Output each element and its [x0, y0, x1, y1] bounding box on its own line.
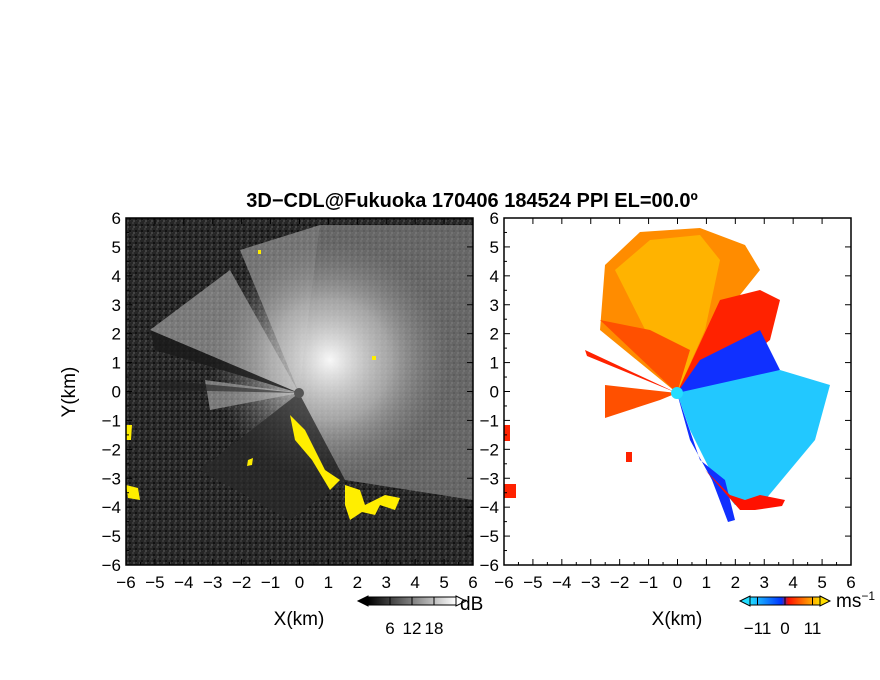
colorbar-tick-label: 12	[403, 619, 422, 638]
y-tick-label: 2	[112, 325, 121, 344]
y-tick-label: −5	[102, 527, 121, 546]
figure-title: 3D−CDL@Fukuoka 170406 184524 PPI EL=00.0…	[246, 190, 698, 212]
y-tick-label: 3	[112, 296, 121, 315]
x-tick-label: 1	[702, 573, 711, 592]
y-tick-label: 2	[490, 325, 499, 344]
reflectivity-colorbar-unit: dB	[460, 594, 483, 615]
y-tick-label: −6	[102, 556, 121, 575]
x-tick-label: −3	[581, 573, 600, 592]
y-tick-label: −4	[102, 498, 121, 517]
y-tick-label: 6	[112, 209, 121, 228]
x-tick-label: 4	[410, 573, 419, 592]
x-tick-label: 2	[353, 573, 362, 592]
y-tick-label: −2	[102, 440, 121, 459]
y-tick-label: −5	[480, 527, 499, 546]
y-tick-label: 1	[112, 354, 121, 373]
y-tick-label: 4	[112, 267, 121, 286]
x-tick-label: −6	[116, 573, 135, 592]
x-tick-label: −2	[610, 573, 629, 592]
velocity-colorbar: ms−1 −11 0 11	[738, 589, 875, 638]
velocity-echo	[504, 228, 830, 522]
x-tick-label: 3	[760, 573, 769, 592]
y-tick-label: −3	[480, 469, 499, 488]
colorbar-tick-label: 11	[804, 619, 822, 638]
x-tick-label: 0	[673, 573, 682, 592]
y-tick-label: 6	[490, 209, 499, 228]
x-tick-label: 5	[817, 573, 826, 592]
y-tick-label: −6	[480, 556, 499, 575]
y-tick-label: 0	[112, 383, 121, 402]
velocity-colorbar-unit: ms−1	[836, 589, 875, 612]
x-tick-label: 4	[788, 573, 797, 592]
y-tick-label: 0	[490, 383, 499, 402]
x-tick-label: 2	[731, 573, 740, 592]
x-tick-label: 1	[324, 573, 333, 592]
x-tick-label: −1	[261, 573, 280, 592]
x-tick-label: −5	[145, 573, 164, 592]
x-tick-label: 6	[468, 573, 477, 592]
y-tick-label: 1	[490, 354, 499, 373]
y-tick-label: 5	[490, 238, 499, 257]
y-tick-label: 3	[490, 296, 499, 315]
colorbar-tick-label: −11	[744, 619, 772, 638]
velocity-xlabel: X(km)	[652, 609, 703, 630]
y-tick-label: −2	[480, 440, 499, 459]
x-tick-label: −1	[639, 573, 658, 592]
reflectivity-ylabel: Y(km)	[59, 367, 80, 418]
colorbar-tick-label: 0	[780, 619, 789, 638]
x-tick-label: 6	[846, 573, 855, 592]
y-tick-label: 5	[112, 238, 121, 257]
x-tick-label: 3	[382, 573, 391, 592]
colorbar-tick-label: 18	[425, 619, 444, 638]
y-tick-label: −3	[102, 469, 121, 488]
x-tick-label: −4	[174, 573, 193, 592]
x-tick-label: −6	[494, 573, 513, 592]
x-tick-label: −4	[552, 573, 571, 592]
x-tick-label: 5	[439, 573, 448, 592]
reflectivity-xlabel: X(km)	[274, 609, 325, 630]
reflectivity-colorbar: dB 6 12 18	[356, 594, 483, 638]
y-tick-label: −1	[102, 411, 121, 430]
y-tick-label: −1	[480, 411, 499, 430]
x-tick-label: 0	[295, 573, 304, 592]
reflectivity-echo	[126, 225, 473, 520]
x-tick-label: −2	[232, 573, 251, 592]
colorbar-tick-label: 6	[385, 619, 394, 638]
y-tick-label: −4	[480, 498, 499, 517]
x-tick-label: −5	[523, 573, 542, 592]
y-tick-label: 4	[490, 267, 499, 286]
x-tick-label: −3	[203, 573, 222, 592]
